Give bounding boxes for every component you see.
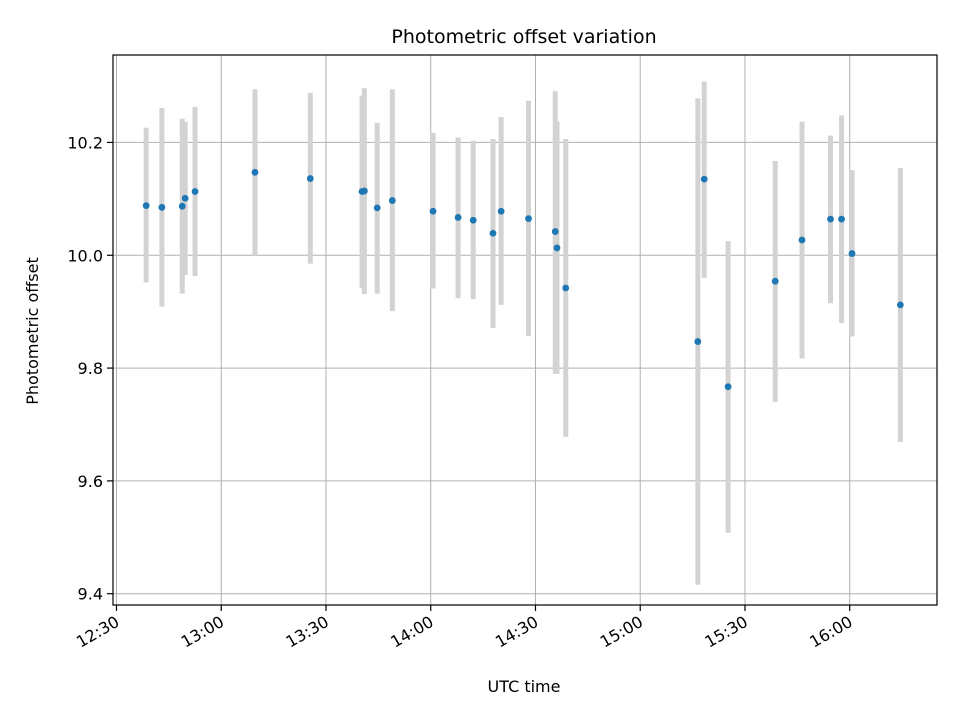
y-tick-label: 9.6 bbox=[78, 472, 103, 491]
data-point bbox=[798, 236, 806, 244]
y-tick-label: 10.0 bbox=[67, 246, 103, 265]
data-point bbox=[694, 338, 702, 345]
data-point bbox=[489, 229, 497, 237]
y-tick-label: 10.2 bbox=[67, 133, 103, 152]
data-point bbox=[373, 204, 381, 212]
data-point bbox=[181, 194, 189, 202]
data-point bbox=[771, 277, 779, 285]
data-point bbox=[848, 250, 856, 257]
data-point bbox=[251, 168, 259, 176]
chart-title: Photometric offset variation bbox=[391, 26, 656, 48]
data-point bbox=[896, 301, 904, 309]
data-point bbox=[497, 207, 505, 215]
data-point bbox=[724, 383, 732, 391]
y-tick-label: 9.4 bbox=[78, 585, 103, 604]
point-layer bbox=[142, 168, 904, 391]
data-point bbox=[562, 284, 570, 292]
data-point bbox=[360, 187, 368, 195]
data-point bbox=[838, 215, 845, 223]
data-point bbox=[306, 175, 314, 182]
data-point bbox=[388, 197, 396, 204]
data-point bbox=[525, 215, 532, 222]
data-point bbox=[178, 202, 186, 210]
data-point bbox=[429, 207, 437, 215]
data-point bbox=[827, 215, 834, 223]
y-tick-label: 9.8 bbox=[78, 359, 103, 378]
y-axis-title: Photometric offset bbox=[23, 257, 42, 405]
plot-frame bbox=[112, 54, 938, 606]
data-point bbox=[158, 203, 166, 211]
data-point bbox=[551, 228, 559, 235]
x-axis-title: UTC time bbox=[488, 677, 561, 696]
data-point bbox=[469, 216, 477, 224]
data-point bbox=[191, 188, 199, 195]
data-point bbox=[553, 244, 561, 252]
data-point bbox=[142, 202, 150, 210]
data-point bbox=[700, 175, 708, 183]
data-point bbox=[454, 214, 462, 221]
